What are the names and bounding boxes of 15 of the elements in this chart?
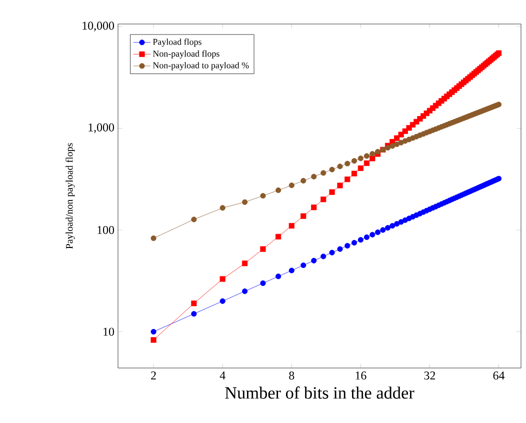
- legend-label: Payload flops: [152, 38, 202, 47]
- y-tick-label: 10,000: [82, 22, 114, 32]
- x-tick-label: 4: [220, 372, 226, 380]
- legend-label: Non-payload to payload %: [152, 62, 249, 70]
- legend-label: Non-payload flops: [152, 50, 220, 59]
- x-tick-label: 64: [493, 372, 505, 380]
- x-tick-label: 8: [289, 372, 294, 380]
- x-axis-title: Number of bits in the adder: [225, 386, 414, 399]
- y-tick-label: 10: [104, 328, 114, 336]
- y-axis-title: Payload/non payload flops: [66, 143, 75, 249]
- x-tick-label: 16: [356, 372, 366, 380]
- y-tick-label: 1,000: [88, 123, 114, 134]
- x-tick-label: 32: [424, 372, 436, 380]
- y-tick-label: 100: [98, 226, 114, 234]
- x-tick-label: 2: [151, 372, 156, 380]
